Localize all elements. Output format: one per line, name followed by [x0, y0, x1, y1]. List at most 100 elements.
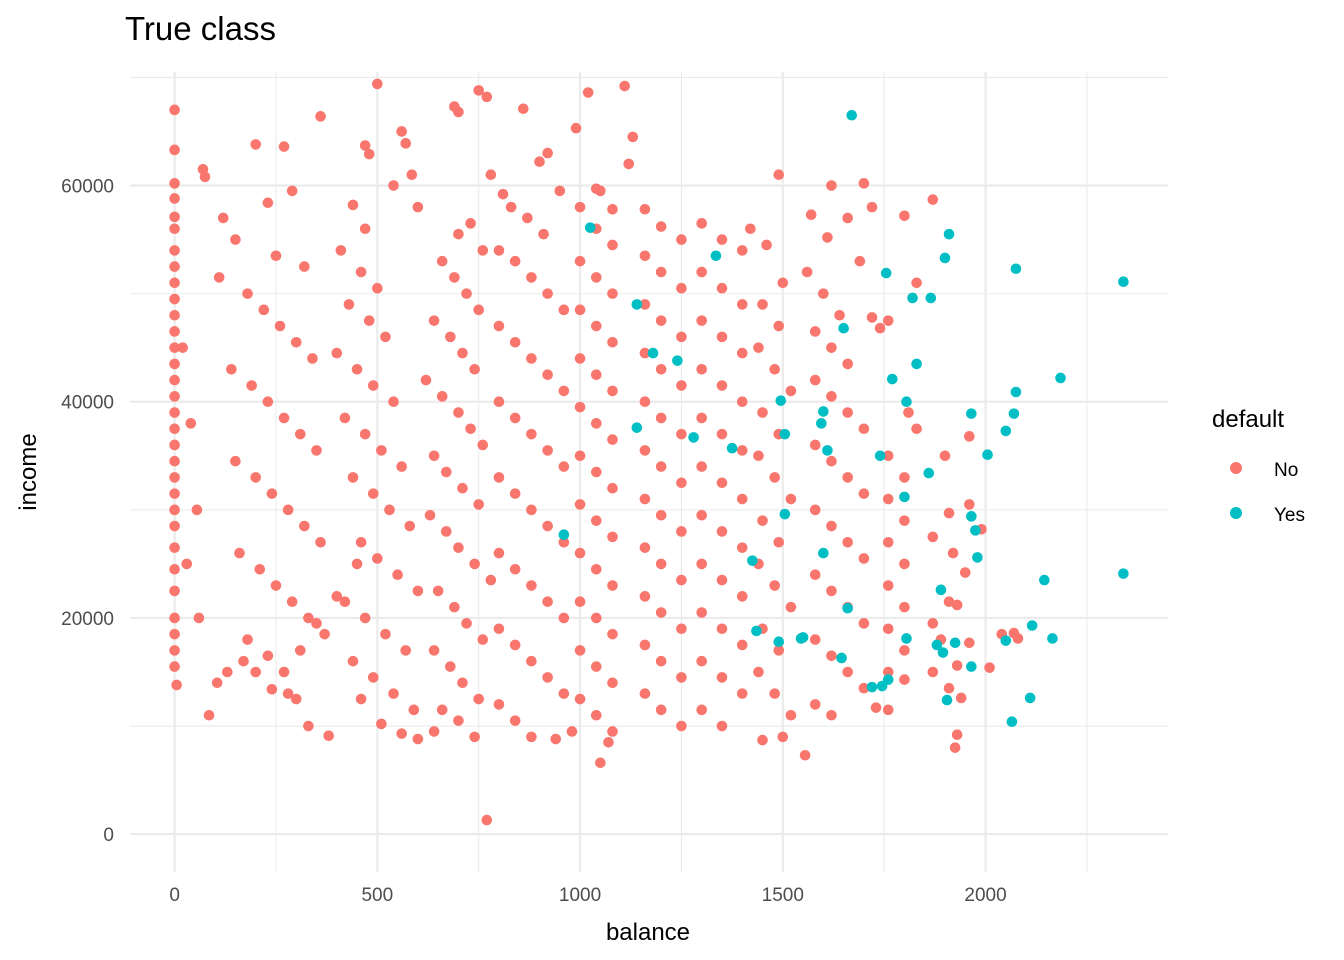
point-no: [339, 412, 351, 424]
point-no: [882, 623, 894, 635]
point-no: [331, 591, 343, 602]
point-no: [854, 255, 866, 267]
point-no: [191, 504, 203, 516]
point-no: [303, 612, 314, 624]
point-no: [882, 493, 894, 505]
point-no: [169, 193, 180, 204]
point-no: [558, 461, 570, 472]
point-no: [607, 239, 618, 251]
point-no: [372, 78, 383, 90]
point-no: [169, 309, 180, 321]
point-no: [222, 666, 233, 678]
point-no: [359, 223, 371, 235]
point-no: [590, 563, 602, 575]
point-yes: [1055, 372, 1066, 384]
point-yes: [842, 602, 853, 614]
point-no: [590, 466, 602, 478]
point-no: [493, 623, 505, 635]
point-no: [757, 407, 768, 418]
point-no: [964, 637, 975, 649]
point-yes: [773, 636, 785, 648]
point-no: [882, 315, 894, 326]
point-no: [428, 645, 440, 656]
point-no: [607, 677, 618, 689]
point-no: [509, 336, 521, 348]
point-no: [842, 472, 853, 483]
point-no: [911, 423, 922, 435]
point-no: [250, 666, 261, 678]
point-no: [534, 156, 545, 168]
point-no: [676, 380, 687, 391]
point-yes: [966, 408, 977, 419]
point-no: [858, 488, 870, 499]
point-yes: [688, 432, 699, 443]
point-no: [453, 542, 464, 553]
point-no: [396, 126, 407, 137]
point-yes: [846, 109, 858, 121]
point-no: [927, 666, 939, 678]
point-no: [595, 757, 606, 769]
point-no: [171, 679, 182, 691]
point-no: [505, 201, 517, 213]
point-no: [497, 188, 509, 200]
point-no: [388, 688, 399, 699]
point-no: [607, 482, 618, 494]
point-no: [959, 567, 971, 578]
point-yes: [935, 584, 947, 596]
point-no: [757, 299, 768, 310]
point-no: [355, 266, 367, 278]
point-no: [676, 623, 687, 635]
point-no: [311, 445, 322, 456]
point-no: [230, 455, 241, 467]
point-no: [655, 315, 667, 326]
point-no: [716, 477, 728, 489]
point-no: [473, 499, 485, 510]
point-no: [676, 331, 687, 343]
point-no: [213, 272, 225, 283]
point-yes: [886, 373, 898, 385]
point-no: [927, 531, 939, 543]
point-no: [903, 407, 914, 418]
point-no: [639, 639, 651, 651]
point-no: [392, 569, 403, 581]
point-no: [769, 580, 780, 591]
point-no: [676, 672, 687, 683]
point-no: [785, 385, 797, 397]
point-no: [469, 363, 480, 375]
point-no: [461, 618, 472, 629]
point-no: [716, 428, 728, 440]
point-no: [842, 407, 853, 418]
point-no: [655, 509, 667, 521]
point-no: [319, 628, 330, 640]
point-no: [911, 277, 922, 289]
point-no: [826, 520, 837, 532]
point-no: [899, 674, 910, 685]
point-no: [169, 293, 180, 305]
point-yes: [747, 555, 758, 566]
point-yes: [631, 422, 643, 433]
point-no: [217, 212, 229, 224]
point-no: [801, 266, 813, 278]
point-no: [955, 692, 967, 704]
point-no: [542, 445, 553, 456]
point-no: [526, 731, 537, 743]
point-no: [169, 261, 180, 272]
point-no: [736, 639, 748, 651]
point-no: [449, 272, 460, 283]
point-no: [842, 536, 853, 548]
point-no: [951, 729, 963, 741]
point-no: [769, 472, 780, 483]
point-no: [899, 558, 910, 570]
point-no: [753, 450, 764, 462]
point-no: [603, 736, 614, 748]
point-yes: [797, 632, 809, 643]
point-no: [899, 515, 910, 526]
point-no: [834, 309, 845, 321]
point-no: [278, 141, 290, 152]
point-no: [473, 85, 485, 96]
point-no: [343, 299, 355, 310]
point-no: [453, 407, 464, 418]
point-yes: [923, 467, 935, 479]
point-yes: [941, 694, 953, 706]
point-no: [408, 704, 420, 716]
